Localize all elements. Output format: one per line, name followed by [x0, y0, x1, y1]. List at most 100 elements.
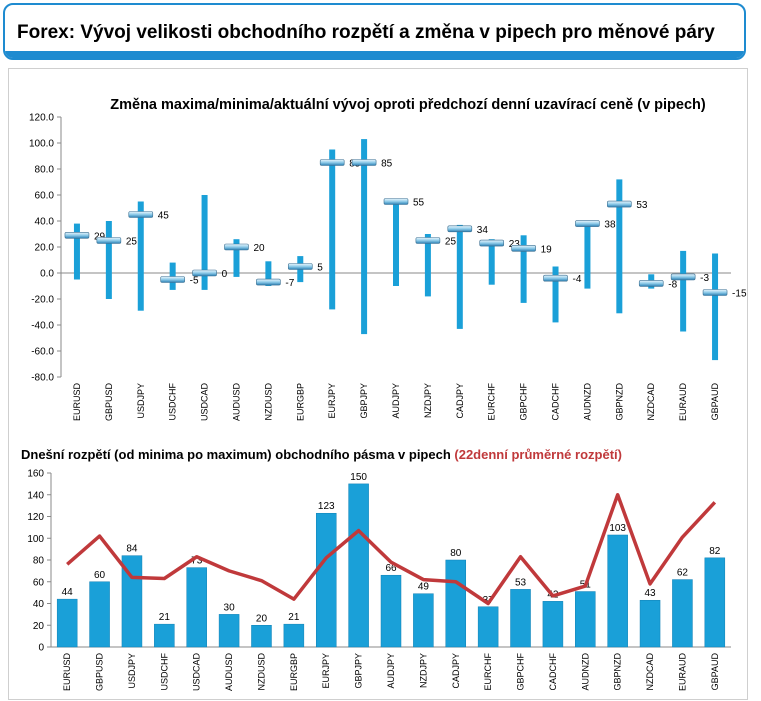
chart1-data-label: -8: [668, 279, 677, 290]
chart1-data-label: -15: [732, 289, 747, 300]
chart1-current-marker: [702, 289, 728, 296]
chart1-y-tick-label: 60.0: [35, 191, 55, 202]
chart2-data-label: 53: [515, 577, 527, 588]
chart1-current-marker: [256, 278, 281, 286]
chart2-y-tick-label: 80: [33, 556, 45, 567]
chart2-bar: [445, 559, 467, 648]
chart2-data-label: 20: [256, 613, 268, 624]
chart2-category-label: AUDNZD: [580, 653, 590, 691]
chart1-category-label: EURUSD: [72, 383, 82, 422]
chart2-bar: [89, 581, 110, 648]
chart2-data-label: 62: [677, 568, 689, 579]
chart1-range-bar: [456, 224, 463, 329]
chart2-bar: [348, 483, 369, 648]
chart1-category-label: NZDJPY: [423, 383, 433, 418]
chart1-category-label: CADJPY: [455, 383, 465, 419]
chart1-current-marker: [575, 220, 600, 227]
chart1-current-marker: [128, 211, 154, 218]
chart1-range-bar: [265, 261, 272, 286]
chart1-data-label: 55: [413, 198, 425, 209]
chart1-category-label: USDCHF: [168, 382, 178, 420]
chart1-data-label: 0: [222, 269, 228, 280]
chart2-category-label: EURCHF: [483, 652, 493, 690]
chart1-range-bar: [329, 149, 336, 310]
chart2-title-highlight: (22denní průměrné rozpětí): [454, 447, 622, 462]
chart1-range-bar: [488, 239, 495, 285]
chart2-title-main: Dnešní rozpětí (od minima po maximum) ob…: [21, 447, 454, 462]
chart2-data-label: 103: [609, 523, 626, 534]
chart2-bar: [251, 625, 272, 648]
chart1-category-label: AUDUSD: [231, 383, 241, 422]
chart1-y-tick-label: -20.0: [31, 295, 54, 306]
chart1-range-bar: [584, 221, 591, 289]
chart2-data-label: 60: [94, 570, 106, 581]
chart1-data-label: 53: [636, 200, 648, 211]
chart1-category-label: CADCHF: [551, 382, 561, 420]
chart1-range-bar: [552, 266, 559, 323]
chart1-category-label: EURJPY: [327, 383, 337, 419]
chart1-category-label: AUDJPY: [391, 383, 401, 419]
chart2-average-line: [66, 493, 717, 606]
chart1-data-label: 5: [317, 263, 323, 274]
chart1-category-label: USDJPY: [136, 383, 146, 419]
chart1-data-label: -3: [700, 273, 709, 284]
chart1-data-label: 85: [381, 159, 393, 170]
chart2-bar: [380, 574, 402, 648]
chart1-current-marker: [319, 159, 345, 166]
chart2-data-label: 66: [385, 563, 397, 574]
chart1-data-label: 19: [541, 244, 553, 255]
chart2-bar: [186, 567, 207, 648]
chart2-bar: [283, 623, 305, 648]
chart2-category-label: EURAUD: [677, 653, 687, 692]
chart2-category-label: EURJPY: [321, 653, 331, 689]
chart2-category-label: GBPCHF: [516, 653, 526, 691]
chart1-current-marker: [351, 159, 377, 166]
chart1-category-label: GBPUSD: [104, 383, 114, 422]
header-accent-bar: [5, 51, 744, 58]
chart2-y-tick-label: 120: [27, 512, 44, 523]
chart1-range-bar: [233, 239, 240, 277]
chart1-current-marker: [543, 274, 568, 282]
chart1-range-bar: [520, 235, 527, 303]
chart1-data-label: 25: [126, 237, 138, 248]
chart1-title: Změna maxima/minima/aktuální vývoj oprot…: [110, 97, 706, 113]
chart2-y-tick-label: 60: [33, 577, 45, 588]
chart1-range-bar: [361, 139, 368, 335]
header-box: Forex: Vývoj velikosti obchodního rozpět…: [3, 3, 746, 60]
chart2-category-label: GBPNZD: [613, 653, 623, 691]
chart1-range-bar: [393, 198, 399, 286]
chart1-range-bar: [712, 253, 719, 361]
chart1-current-marker: [511, 245, 536, 252]
chart2-y-tick-label: 140: [27, 490, 44, 501]
chart1-data-label: 25: [445, 237, 457, 248]
page-title: Forex: Vývoj velikosti obchodního rozpět…: [17, 22, 715, 43]
chart2-data-label: 21: [288, 612, 300, 623]
chart2-bar: [542, 601, 564, 648]
chart1-current-marker: [160, 276, 185, 283]
chart2-bar: [56, 598, 78, 648]
chart2-data-label: 43: [644, 588, 656, 599]
chart1-y-tick-label: 120.0: [29, 113, 54, 124]
chart1-y-tick-label: 0.0: [40, 269, 54, 280]
chart1-current-marker: [670, 273, 696, 281]
chart2-category-label: CADJPY: [451, 653, 461, 689]
range-chart: Dnešní rozpětí (od minima po maximum) ob…: [21, 447, 731, 692]
chart1-data-label: 38: [604, 220, 616, 231]
chart2-bar: [704, 557, 726, 648]
chart2-category-label: GBPJPY: [354, 653, 364, 689]
chart2-y-tick-label: 160: [27, 469, 44, 480]
chart1-current-marker: [607, 200, 632, 208]
chart1-current-marker: [638, 280, 664, 287]
chart2-bar: [315, 512, 337, 648]
chart1-data-label: 23: [509, 239, 521, 250]
chart1-range-bar: [616, 179, 623, 314]
chart2-title: Dnešní rozpětí (od minima po maximum) ob…: [21, 447, 622, 462]
chart2-category-label: CADCHF: [548, 652, 558, 690]
chart2-bar: [510, 589, 531, 648]
chart1-current-marker: [447, 225, 473, 233]
chart2-category-label: USDCHF: [159, 652, 169, 690]
chart1-category-label: USDCAD: [200, 383, 210, 422]
chart2-y-tick-label: 0: [38, 643, 44, 654]
chart2-bar: [413, 593, 434, 648]
chart2-data-label: 49: [418, 582, 430, 593]
